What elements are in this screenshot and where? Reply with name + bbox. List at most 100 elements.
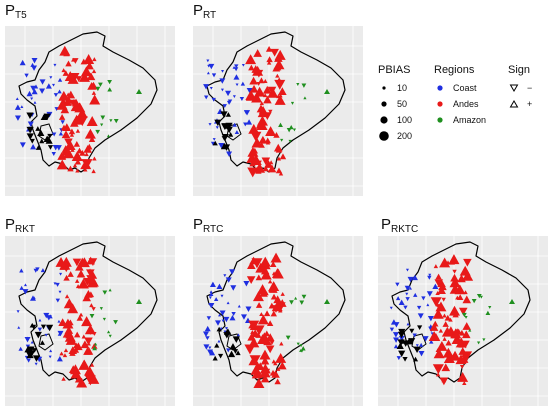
station-marker bbox=[75, 128, 81, 133]
station-marker bbox=[55, 256, 67, 267]
station-marker bbox=[63, 266, 70, 273]
station-marker bbox=[62, 70, 69, 76]
station-marker bbox=[209, 349, 216, 356]
station-marker bbox=[276, 77, 283, 84]
station-marker bbox=[269, 341, 275, 345]
station-marker bbox=[270, 261, 277, 267]
station-marker bbox=[15, 97, 19, 101]
station-marker bbox=[280, 138, 284, 142]
station-marker bbox=[289, 300, 294, 305]
station-marker bbox=[432, 283, 439, 289]
station-marker bbox=[449, 277, 461, 288]
pbias-symbol-10 bbox=[382, 86, 386, 90]
station-marker bbox=[85, 61, 94, 70]
station-marker bbox=[219, 310, 226, 316]
ecuador-map bbox=[193, 236, 363, 406]
station-marker bbox=[405, 297, 410, 302]
coastline-inlet bbox=[226, 333, 242, 351]
station-marker bbox=[442, 321, 449, 327]
station-marker bbox=[461, 340, 470, 349]
station-marker bbox=[251, 65, 261, 73]
station-marker bbox=[247, 261, 256, 270]
station-marker bbox=[221, 70, 225, 73]
station-marker bbox=[257, 284, 269, 295]
station-marker bbox=[213, 297, 219, 302]
station-marker bbox=[211, 73, 217, 78]
station-marker bbox=[35, 267, 40, 272]
station-marker bbox=[256, 141, 261, 146]
station-marker bbox=[255, 302, 263, 308]
station-marker bbox=[72, 58, 79, 64]
station-marker bbox=[476, 293, 482, 299]
station-marker bbox=[234, 64, 239, 69]
station-marker bbox=[436, 340, 448, 351]
station-marker bbox=[27, 349, 33, 355]
station-marker bbox=[405, 268, 409, 272]
station-marker bbox=[454, 328, 460, 333]
station-marker bbox=[268, 281, 280, 292]
station-marker bbox=[84, 152, 89, 157]
legend-title: Regions bbox=[434, 64, 475, 76]
station-marker bbox=[422, 336, 429, 342]
station-marker bbox=[413, 292, 418, 297]
station-marker bbox=[278, 122, 283, 127]
station-marker bbox=[202, 331, 209, 337]
station-marker bbox=[265, 140, 271, 145]
station-marker bbox=[59, 351, 64, 356]
station-marker bbox=[395, 296, 401, 301]
map-background bbox=[5, 26, 175, 196]
station-marker bbox=[324, 299, 330, 304]
station-marker bbox=[80, 66, 92, 77]
station-marker bbox=[275, 353, 287, 363]
station-marker bbox=[240, 81, 246, 86]
station-marker bbox=[61, 376, 66, 381]
station-marker bbox=[47, 133, 53, 139]
station-marker bbox=[455, 295, 460, 300]
station-marker bbox=[429, 324, 433, 328]
station-marker bbox=[255, 274, 262, 281]
station-marker bbox=[271, 370, 280, 378]
station-marker bbox=[245, 90, 257, 100]
station-marker bbox=[256, 81, 261, 86]
station-marker bbox=[63, 274, 70, 281]
station-marker bbox=[57, 330, 64, 337]
station-marker bbox=[427, 315, 434, 322]
station-marker bbox=[396, 342, 404, 350]
station-marker bbox=[31, 57, 38, 64]
station-marker bbox=[273, 361, 278, 366]
station-marker bbox=[264, 291, 269, 296]
station-marker bbox=[212, 138, 216, 141]
station-marker bbox=[296, 83, 300, 86]
triangle-down-icon bbox=[509, 84, 519, 92]
station-marker bbox=[83, 167, 88, 172]
station-marker bbox=[73, 140, 81, 147]
station-marker bbox=[280, 291, 285, 296]
station-marker bbox=[263, 330, 271, 337]
station-marker bbox=[276, 156, 282, 161]
station-marker bbox=[59, 153, 67, 160]
station-marker bbox=[87, 82, 96, 90]
station-marker bbox=[268, 109, 273, 114]
station-marker bbox=[43, 113, 51, 121]
station-marker bbox=[74, 342, 83, 351]
station-marker bbox=[232, 336, 239, 342]
station-marker bbox=[209, 292, 214, 297]
station-marker bbox=[245, 54, 257, 65]
station-marker bbox=[211, 97, 216, 102]
station-marker bbox=[217, 353, 224, 359]
station-marker bbox=[76, 116, 88, 127]
station-marker bbox=[62, 353, 68, 358]
station-marker bbox=[444, 314, 451, 321]
station-marker bbox=[216, 283, 223, 290]
station-marker bbox=[259, 367, 271, 378]
legend-title: Sign bbox=[508, 64, 531, 76]
station-marker bbox=[441, 297, 446, 302]
station-marker bbox=[88, 373, 100, 384]
station-marker bbox=[35, 126, 41, 131]
station-marker bbox=[437, 286, 446, 295]
station-marker bbox=[220, 294, 224, 298]
coast-dot-icon bbox=[437, 85, 443, 91]
legend-label: 10 bbox=[397, 83, 408, 93]
station-marker bbox=[83, 365, 95, 376]
panel-title: PT5 bbox=[5, 2, 27, 21]
